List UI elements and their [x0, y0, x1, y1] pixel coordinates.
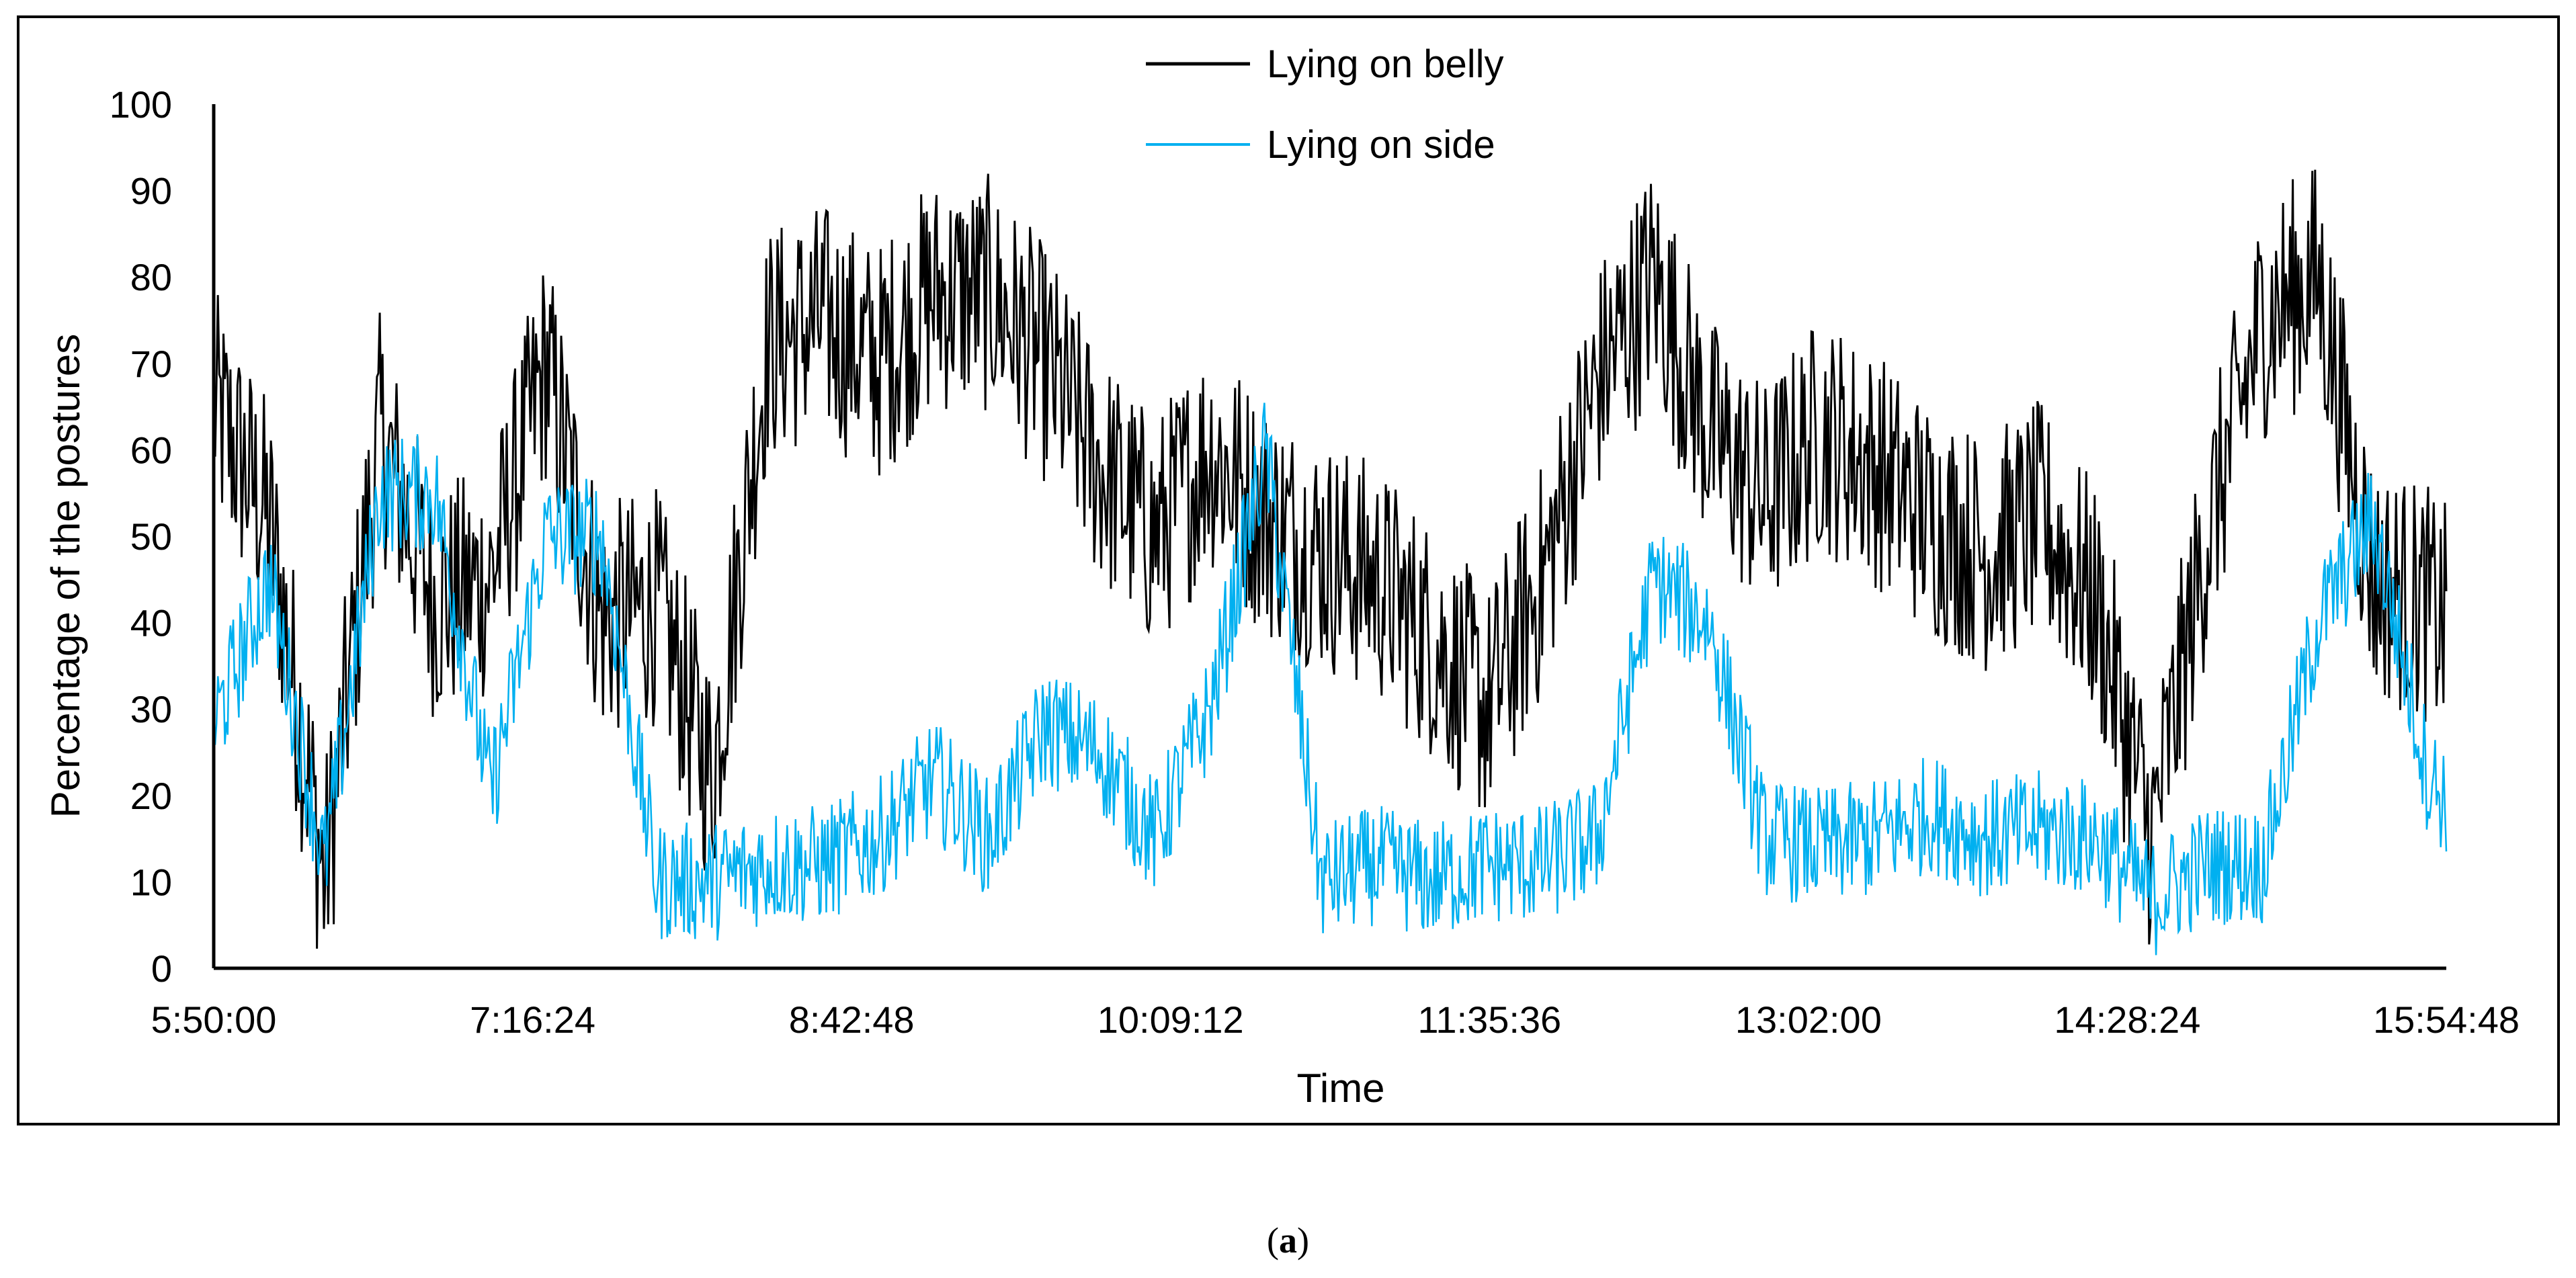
y-tick-label: 10: [130, 861, 172, 903]
x-tick-label: 11:35:36: [1417, 998, 1561, 1041]
plot-area: [212, 169, 2448, 955]
y-tick-label: 40: [130, 602, 172, 644]
x-tick-label: 14:28:24: [2054, 998, 2200, 1041]
x-tick-label: 13:02:00: [1735, 998, 1882, 1041]
y-tick-label: 60: [130, 429, 172, 471]
x-tick-label: 10:09:12: [1097, 998, 1244, 1041]
x-tick-label: 8:42:48: [789, 998, 915, 1041]
x-tick-label: 7:16:24: [470, 998, 595, 1041]
x-tick-label: 5:50:00: [151, 998, 277, 1041]
y-tick-label: 80: [130, 256, 172, 298]
y-tick-label: 100: [110, 83, 172, 126]
series-line-lying-on-side: [212, 402, 2448, 955]
legend: Lying on belly Lying on side: [1146, 42, 1504, 167]
panel-label: (a): [1267, 1220, 1309, 1261]
legend-label: Lying on side: [1267, 123, 1495, 167]
y-tick-label: 90: [130, 170, 172, 212]
x-axis-label: Time: [1296, 1066, 1384, 1111]
series-line-lying-on-belly: [212, 169, 2448, 949]
y-tick-label: 70: [130, 343, 172, 385]
y-tick-label: 50: [130, 515, 172, 558]
y-tick-label: 0: [151, 947, 172, 990]
y-axis-label: Percentage of the postures: [43, 334, 88, 818]
y-tick-label: 20: [130, 775, 172, 817]
y-tick-label: 30: [130, 688, 172, 730]
legend-label: Lying on belly: [1267, 42, 1504, 86]
x-tick-label: 15:54:48: [2373, 998, 2520, 1041]
axes: 0 10 20 30 40 50 60 70 80 90 100 5:50:00 7:16:24 8:42…: [110, 83, 2520, 1041]
